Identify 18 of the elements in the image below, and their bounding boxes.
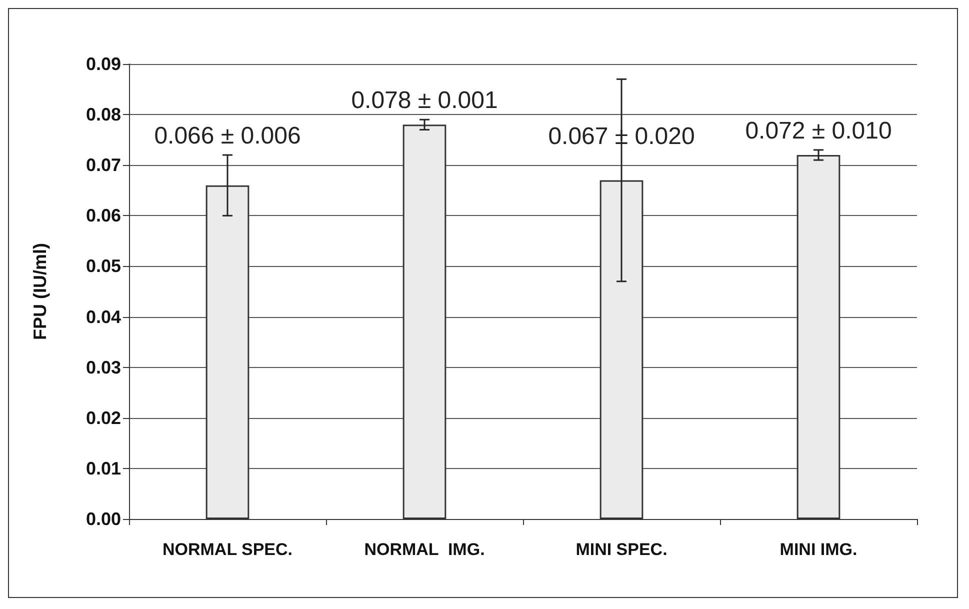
x-tick-label: NORMAL SPEC. xyxy=(162,540,293,559)
y-tick-label: 0.04 xyxy=(86,306,121,327)
y-tick-label: 0.06 xyxy=(86,206,121,226)
y-tick-label: 0.01 xyxy=(86,458,121,478)
y-tick-label: 0.00 xyxy=(86,509,121,529)
x-tick-label: MINI SPEC. xyxy=(576,540,668,559)
data-label: 0.078 ± 0.001 xyxy=(351,87,498,114)
x-tick-label: NORMAL IMG. xyxy=(364,540,485,559)
x-tick-label: MINI IMG. xyxy=(780,540,858,559)
y-tick-label: 0.07 xyxy=(86,155,121,176)
y-tick-label: 0.08 xyxy=(86,104,121,125)
y-axis-title: FPU (IU/ml) xyxy=(30,243,50,340)
y-tick-label: 0.05 xyxy=(86,256,121,276)
y-tick-label: 0.09 xyxy=(86,54,121,74)
y-tick-label: 0.03 xyxy=(86,357,121,378)
data-label: 0.066 ± 0.006 xyxy=(154,122,301,150)
y-tick-label: 0.02 xyxy=(86,408,121,428)
data-label: 0.072 ± 0.010 xyxy=(745,117,892,144)
